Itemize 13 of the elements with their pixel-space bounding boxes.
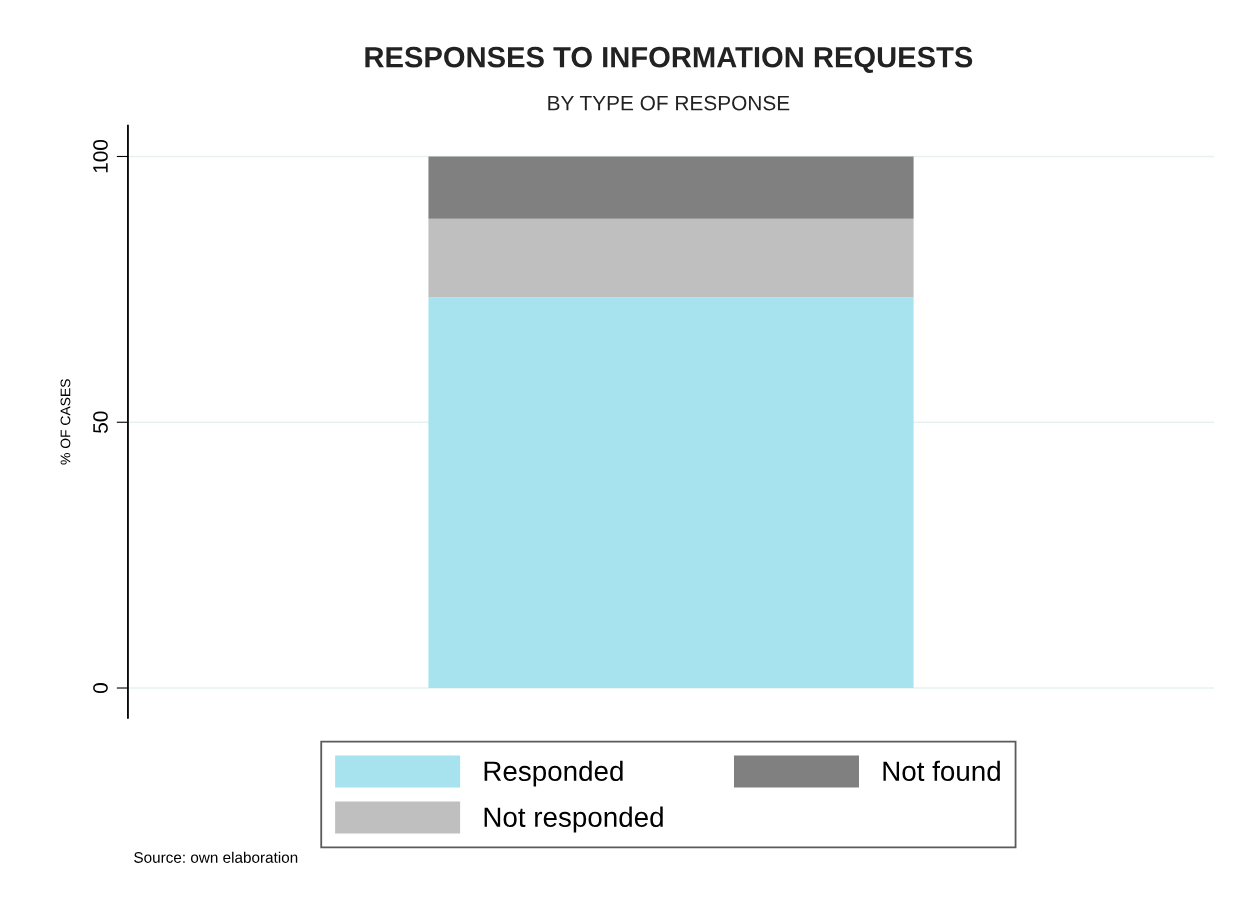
y-tick-label: 0 <box>93 683 108 693</box>
chart-title: RESPONSES TO INFORMATION REQUESTS <box>365 46 973 73</box>
bar <box>428 156 914 219</box>
legend-label: Not found <box>883 760 1000 782</box>
y-tick-label: 100 <box>93 139 108 173</box>
bar <box>428 218 914 298</box>
source-note: Source: own elaboration <box>134 851 298 863</box>
y-tick-label: 50 <box>93 411 108 433</box>
bar <box>428 297 914 689</box>
chart-subtitle: BY TYPE OF RESPONSE <box>548 95 790 111</box>
y-axis-title: % OF CASES <box>60 379 71 465</box>
legend-label: Not responded <box>484 806 663 833</box>
legend-label: Responded <box>484 760 623 787</box>
